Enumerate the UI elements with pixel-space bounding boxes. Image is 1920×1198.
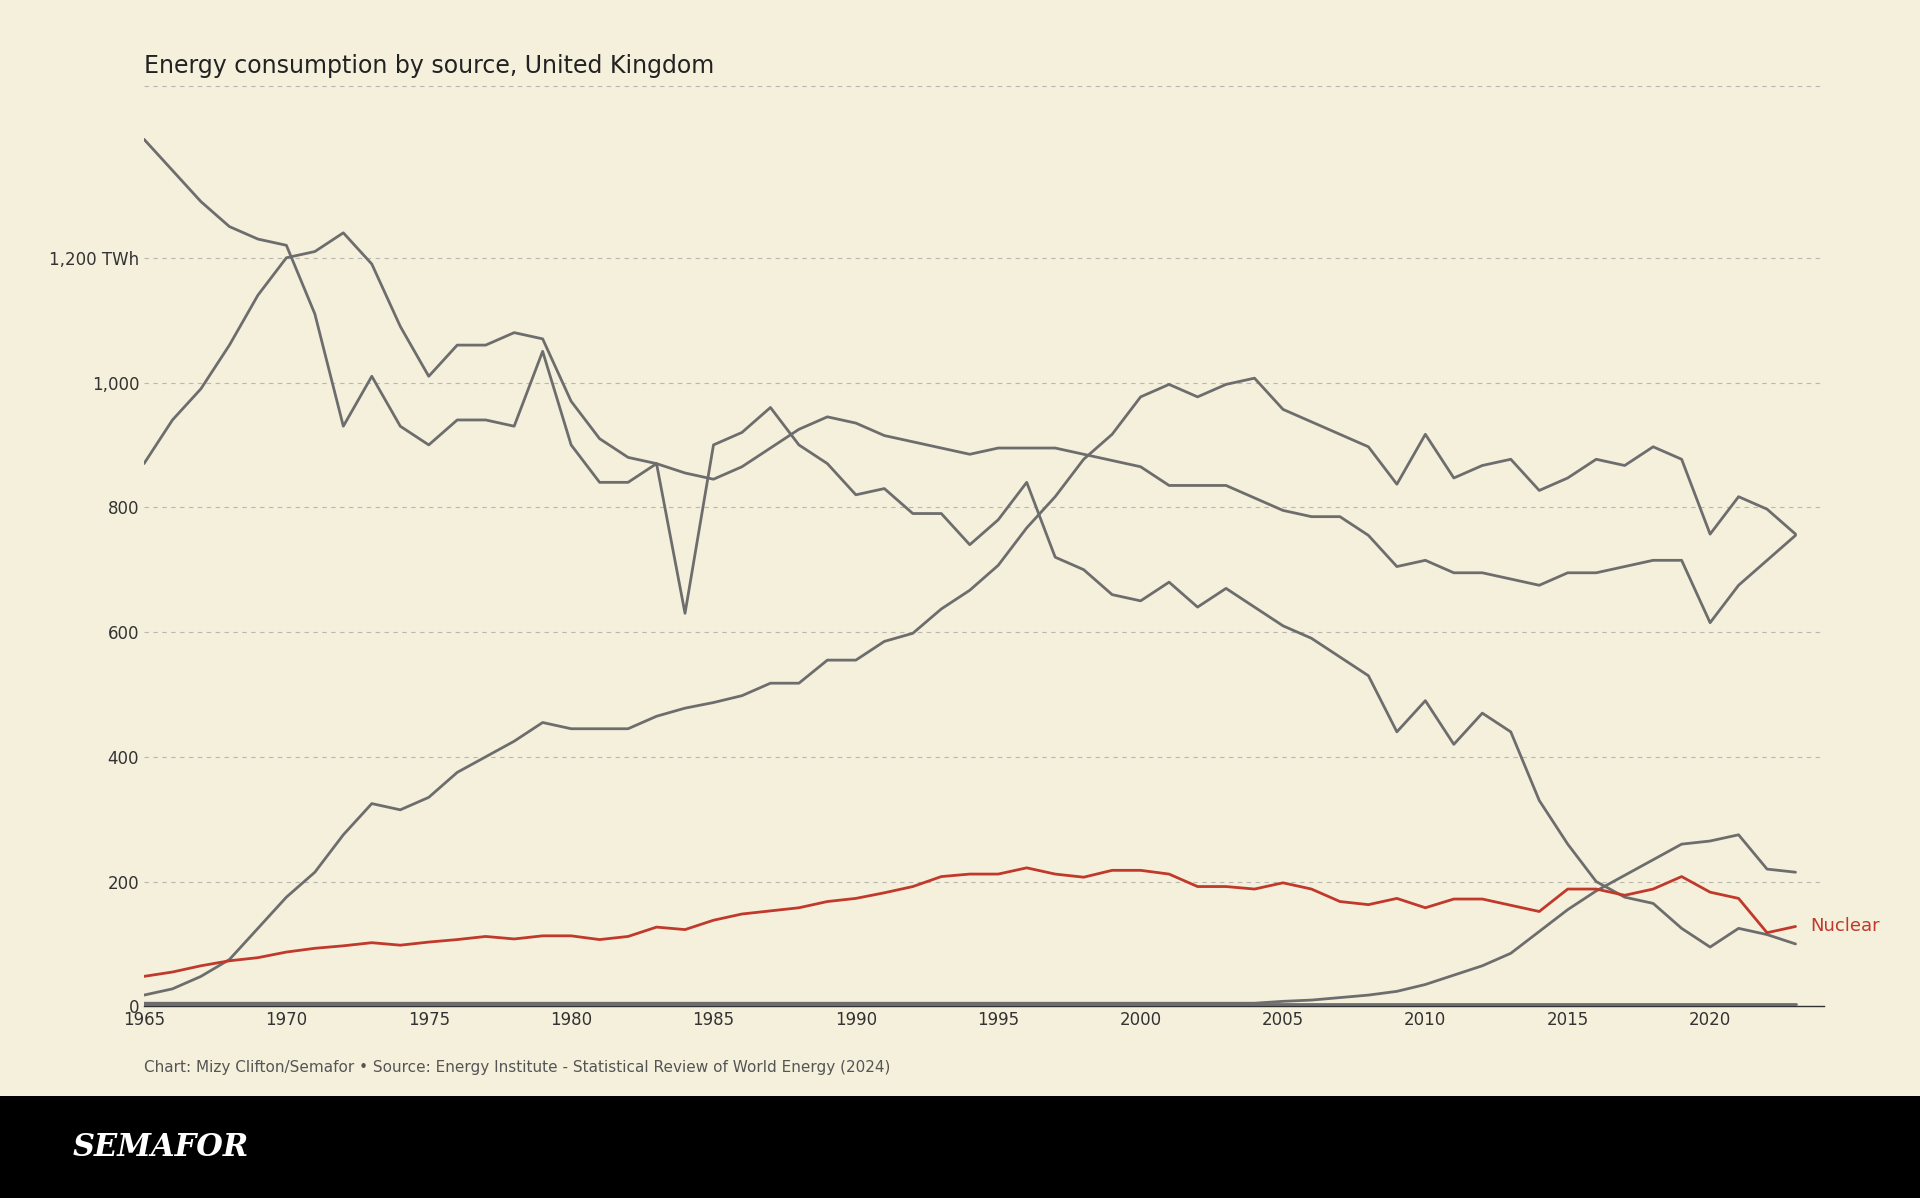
Text: Nuclear: Nuclear bbox=[1811, 918, 1880, 936]
Text: SEMAFOR: SEMAFOR bbox=[73, 1132, 250, 1162]
Text: Chart: Mizy Clifton/Semafor • Source: Energy Institute - Statistical Review of W: Chart: Mizy Clifton/Semafor • Source: En… bbox=[144, 1060, 891, 1076]
Text: Energy consumption by source, United Kingdom: Energy consumption by source, United Kin… bbox=[144, 54, 714, 78]
